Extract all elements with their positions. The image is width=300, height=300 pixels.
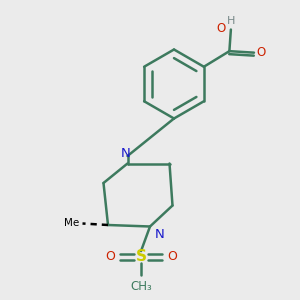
Text: CH₃: CH₃ <box>130 280 152 293</box>
Text: S: S <box>136 249 146 264</box>
Text: O: O <box>216 22 226 35</box>
Text: N: N <box>154 228 164 241</box>
Text: N: N <box>121 147 131 160</box>
Text: H: H <box>227 16 235 26</box>
Text: Me: Me <box>64 218 79 229</box>
Text: O: O <box>167 250 177 263</box>
Text: O: O <box>256 46 266 59</box>
Text: O: O <box>105 250 115 263</box>
